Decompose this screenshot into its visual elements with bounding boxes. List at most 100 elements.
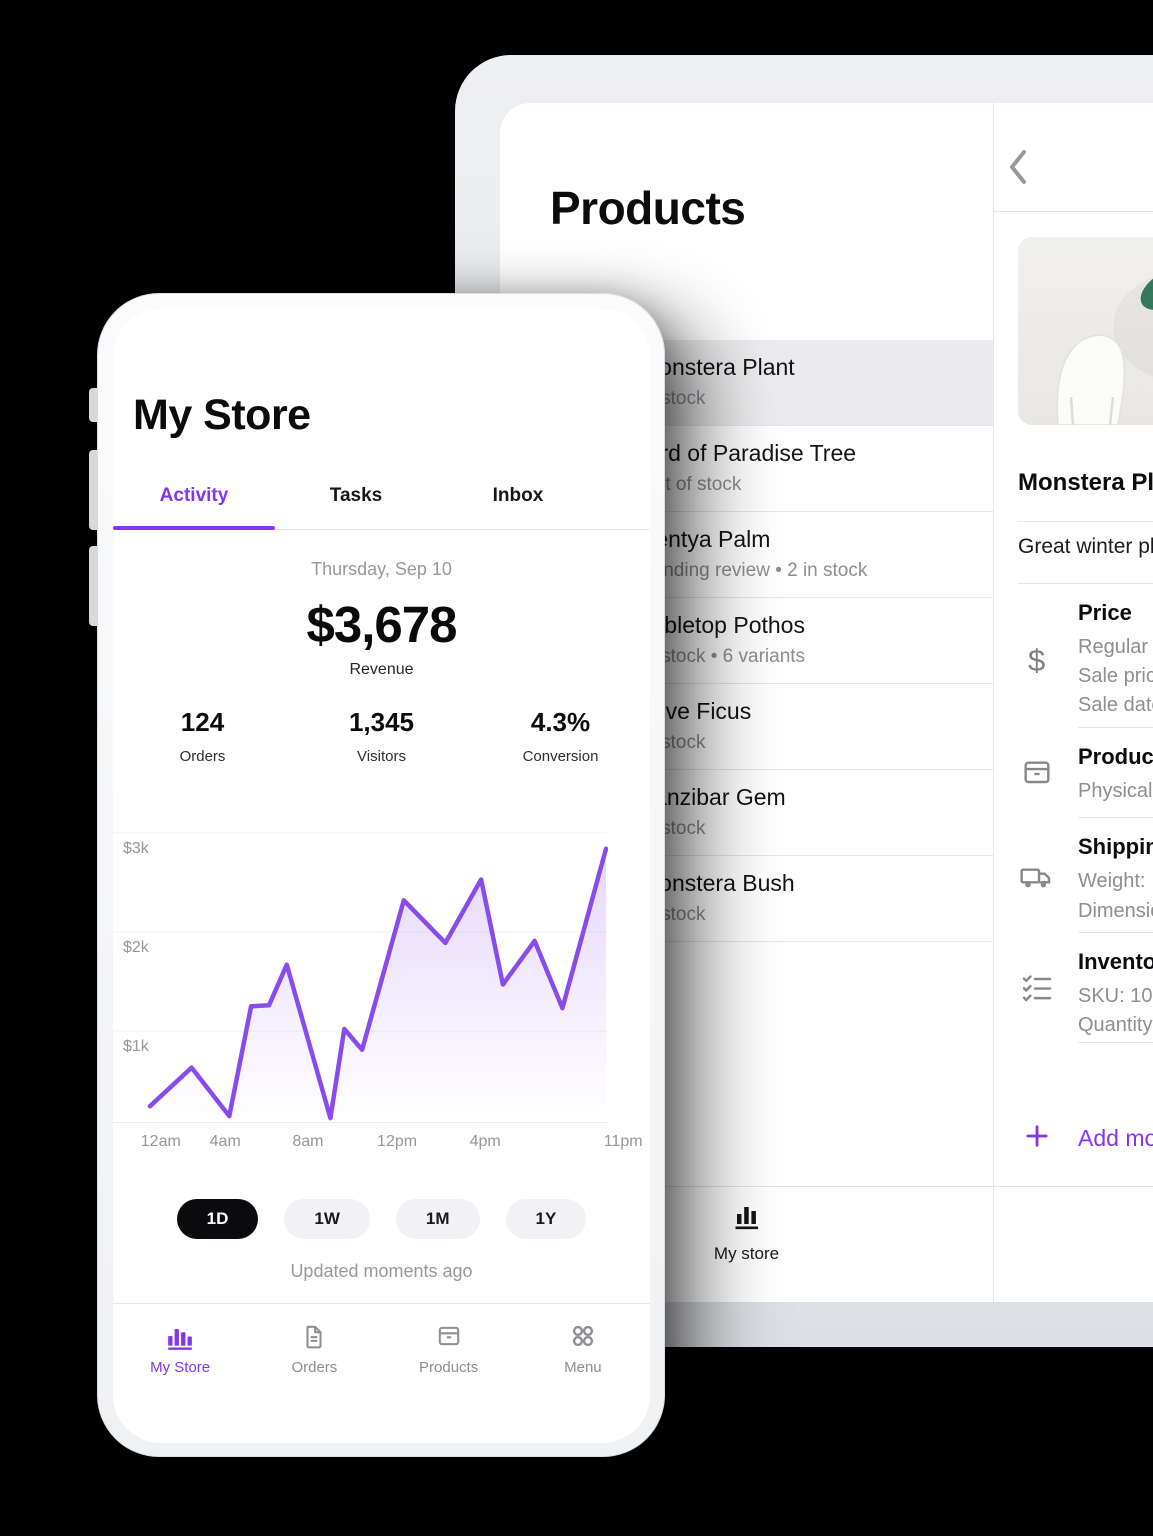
detail-header-divider [994,211,1153,212]
section-title-price[interactable]: Price [1078,600,1132,625]
phone-device: My Store Activity Tasks Inbox Thursday, … [89,293,665,1457]
plus-icon [1024,1123,1050,1154]
tablet-tab-label: My store [713,1244,780,1263]
price-line-regular: Regular price [1078,636,1153,658]
x-axis-tick-label: 11pm [603,1133,643,1150]
product-status: In stock [640,732,706,753]
page-title: My Store [133,391,311,439]
nav-item-menu[interactable]: Menu [516,1304,650,1443]
nav-item-my-store[interactable]: My Store [113,1304,247,1443]
range-pill-1y[interactable]: 1Y [505,1199,587,1239]
range-pill-1m[interactable]: 1M [395,1199,480,1239]
product-status: Pending review • 2 in stock [640,560,868,581]
back-button[interactable] [1006,147,1050,191]
x-axis-tick-label: 4am [209,1133,241,1150]
product-name: Love Ficus [640,698,752,724]
phone-volume-down-button [89,546,98,626]
grid-circles-icon [516,1321,650,1351]
product-status: Out of stock [640,474,742,495]
tab-divider [113,529,650,530]
section-title-shipping[interactable]: Shipping [1078,834,1153,859]
stat-value: 124 [180,707,225,737]
x-axis-tick-label: 12pm [377,1133,418,1150]
nav-label: Orders [291,1359,338,1376]
nav-item-products[interactable]: Products [382,1304,516,1443]
price-line-sale-date: Sale date [1078,694,1153,716]
range-pill-1d[interactable]: 1D [176,1199,259,1239]
product-line-physical: Physical [1078,780,1153,802]
section-divider [1078,932,1153,933]
nav-label: Menu [564,1359,602,1376]
section-title-product[interactable]: Product [1078,744,1153,769]
stat-visitors: 1,345 Visitors [292,707,471,765]
section-title-inventory[interactable]: Inventory [1078,949,1153,974]
chart-x-axis-labels: 12am 4am 8am 12pm 4pm 11pm [113,1133,650,1155]
section-divider [1078,817,1153,818]
bar-chart-icon [734,1202,760,1235]
product-name: Tabletop Pothos [640,612,805,638]
time-range-selector: 1D 1W 1M 1Y [113,1199,650,1239]
range-pill-1w[interactable]: 1W [284,1199,370,1239]
dollar-icon: $ [1028,643,1046,678]
pane-divider [993,103,994,1302]
stat-label: Orders [179,748,226,765]
y-axis-tick-label: $2k [123,939,149,956]
detail-product-name: Monstera Plant [1018,469,1153,496]
stat-orders: 124 Orders [113,707,292,765]
phone-volume-up-button [89,450,98,530]
product-photo [1018,237,1153,425]
stats-row: 124 Orders 1,345 Visitors 4.3% Conversio… [113,707,650,765]
tablet-tab-my-store[interactable]: My store [500,1202,993,1264]
product-name: Zanzibar Gem [640,784,786,810]
nav-label: My Store [150,1359,211,1376]
bottom-nav-bar: My Store Orders [113,1303,650,1443]
revenue-value: $3,678 [306,596,458,653]
y-axis-tick-label: $3k [123,840,149,857]
stat-value: 4.3% [530,707,591,737]
product-name: Monstera Bush [640,870,795,896]
product-detail-pane: Monstera Plant Great winter plant $ Pric… [994,103,1153,1302]
detail-divider [1018,521,1153,522]
tab-tasks[interactable]: Tasks [329,485,383,506]
stat-label: Conversion [522,748,599,765]
inventory-line-quantity: Quantity [1078,1014,1153,1036]
inventory-line-sku: SKU: 10 [1078,985,1153,1007]
section-divider [1078,727,1153,728]
updated-status: Updated moments ago [290,1261,473,1281]
product-name: Kentya Palm [640,526,771,552]
tablet-bottom-divider [500,1186,1153,1187]
document-icon [247,1321,381,1351]
product-status: In stock [640,904,706,925]
tab-activity[interactable]: Activity [159,485,229,506]
stat-value: 1,345 [348,707,415,737]
product-name: Bird of Paradise Tree [640,440,857,466]
tab-inbox[interactable]: Inbox [492,485,544,506]
truck-icon [1018,861,1056,898]
product-row-tabletop-pothos[interactable]: Tabletop Pothos In stock • 6 variants [500,598,993,684]
product-status: In stock • 6 variants [640,646,806,667]
nav-item-orders[interactable]: Orders [247,1304,381,1443]
product-status: In stock [640,388,706,409]
add-more-link[interactable]: Add more [1078,1125,1153,1151]
product-row-bird-of-paradise[interactable]: Bird of Paradise Tree Out of stock [500,426,993,512]
tab-bar: Activity Tasks Inbox [113,479,599,530]
bar-chart-icon [113,1321,247,1351]
detail-divider [1018,583,1153,584]
price-line-sale-price: Sale price [1078,665,1153,687]
y-axis-tick-label: $1k [123,1038,149,1055]
x-axis-tick-label: 12am [140,1133,181,1150]
section-divider [1078,1042,1153,1043]
nav-label: Products [419,1359,479,1376]
x-axis-tick-label: 4pm [469,1133,501,1150]
product-name: Monstera Plant [640,354,795,380]
shipping-line-weight: Weight: [1078,870,1146,892]
checklist-icon [1020,973,1054,1008]
product-status: In stock [640,818,706,839]
x-axis-tick-label: 8am [292,1133,324,1150]
revenue-label: Revenue [349,661,414,678]
date-label: Thursday, Sep 10 [311,559,452,579]
shipping-line-dimensions: Dimensions [1078,900,1153,922]
active-tab-underline [113,526,275,530]
phone-mute-switch [89,388,98,422]
detail-description: Great winter plant [1018,535,1153,558]
